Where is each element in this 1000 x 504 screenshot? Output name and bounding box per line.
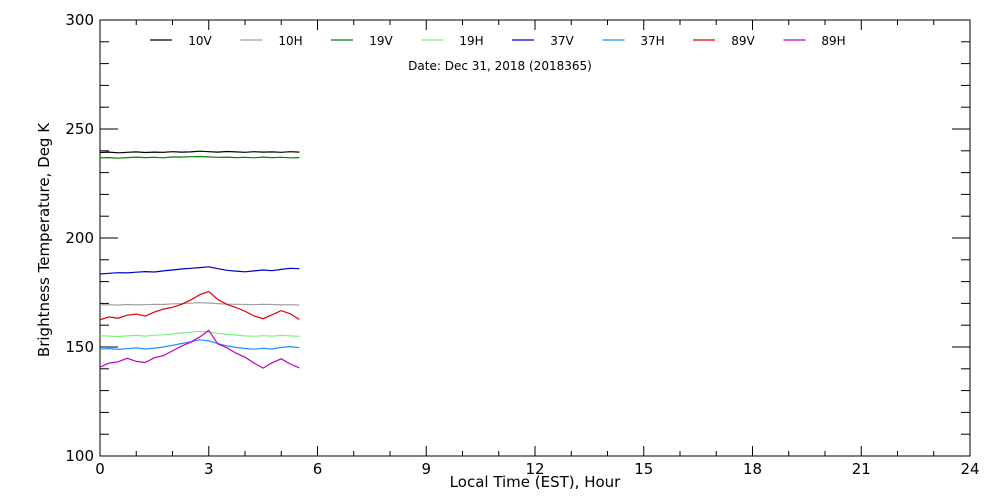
legend-label-89h: 89H (821, 34, 845, 48)
legend-label-37v: 37V (550, 34, 574, 48)
plot-frame (99, 19, 971, 457)
x-tick-label: 21 (852, 460, 871, 478)
series-line-37v (99, 266, 300, 275)
series-line-10v (99, 150, 300, 154)
series-line-89v (99, 290, 300, 321)
legend-label-37h: 37H (640, 34, 664, 48)
legend-label-89v: 89V (731, 34, 755, 48)
legend-label-10h: 10H (278, 34, 302, 48)
y-tick-label: 250 (65, 120, 94, 138)
y-tick-label: 200 (65, 229, 94, 247)
legend-label-10v: 10V (188, 34, 212, 48)
series-line-19v (99, 155, 300, 159)
x-tick-label: 12 (525, 460, 544, 478)
axis-ticks (99, 19, 971, 457)
series-line-19h (99, 330, 300, 338)
x-tick-label: 0 (95, 460, 105, 478)
series-lines (99, 150, 300, 369)
legend: 10V 10H 19V 19H 37V 37H 89V 89H (150, 34, 846, 48)
legend-label-19v: 19V (369, 34, 393, 48)
x-tick-label: 24 (960, 460, 979, 478)
x-tick-label: 15 (634, 460, 653, 478)
series-line-10h (99, 302, 300, 306)
y-tick-label: 300 (65, 11, 94, 29)
x-tick-label: 3 (204, 460, 214, 478)
y-axis-label: Brightness Temperature, Deg K (35, 122, 53, 357)
legend-label-19h: 19H (459, 34, 483, 48)
x-axis-label: Local Time (EST), Hour (450, 473, 621, 491)
x-tick-label: 6 (313, 460, 323, 478)
y-tick-label: 100 (65, 447, 94, 465)
chart-subtitle: Date: Dec 31, 2018 (2018365) (408, 59, 592, 73)
x-tick-label: 9 (421, 460, 431, 478)
axis-tick-labels: 0 3 6 9 12 15 18 21 24 100 150 200 250 300 (65, 11, 979, 478)
y-tick-label: 150 (65, 338, 94, 356)
series-line-37h (99, 339, 300, 351)
series-line-89h (99, 329, 300, 369)
x-tick-label: 18 (743, 460, 762, 478)
